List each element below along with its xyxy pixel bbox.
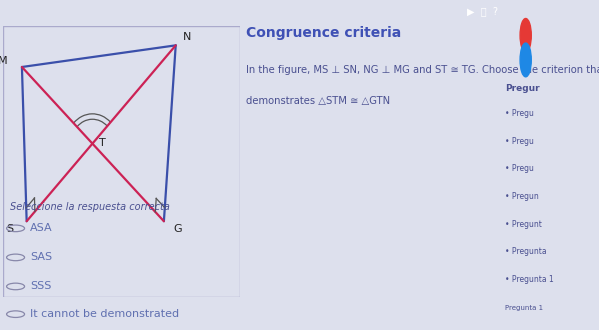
Text: M: M [0,56,8,66]
Text: • Pregu: • Pregu [506,137,534,146]
Text: Pregur: Pregur [506,84,540,93]
Text: SAS: SAS [30,252,52,262]
Text: • Pregunta: • Pregunta [506,247,547,256]
Text: It cannot be demonstrated: It cannot be demonstrated [30,309,179,319]
Text: T: T [98,138,105,148]
Text: G: G [174,224,182,234]
Text: N: N [183,32,192,42]
Text: ▶  ⬛  ?: ▶ ⬛ ? [467,7,498,16]
Text: SSS: SSS [30,281,52,291]
Text: Seleccione la respuesta correcta: Seleccione la respuesta correcta [10,202,170,212]
Text: • Pregun: • Pregun [506,192,539,201]
Text: • Pregu: • Pregu [506,109,534,118]
Text: Congruence criteria: Congruence criteria [246,26,401,40]
Text: Pregunta 1: Pregunta 1 [506,306,543,312]
Text: demonstrates △STM ≅ △GTN: demonstrates △STM ≅ △GTN [246,96,390,106]
Circle shape [520,43,531,77]
Text: • Pregu: • Pregu [506,164,534,173]
Text: S: S [7,224,14,234]
Text: ASA: ASA [30,223,53,233]
Text: • Pregunt: • Pregunt [506,219,542,228]
Text: In the figure, MS ⊥ SN, NG ⊥ MG and ST ≅ TG. Choose the criterion that: In the figure, MS ⊥ SN, NG ⊥ MG and ST ≅… [246,65,599,75]
Circle shape [520,18,531,52]
Text: • Pregunta 1: • Pregunta 1 [506,275,554,284]
